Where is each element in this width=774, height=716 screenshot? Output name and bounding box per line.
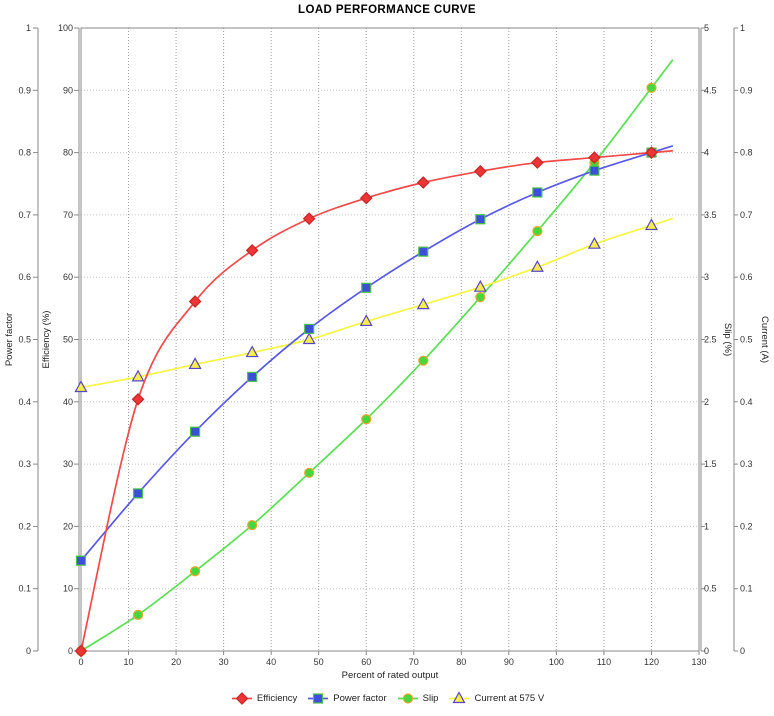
current-tick-label: 0.7 <box>740 210 753 220</box>
power-factor-tick-label: 0.9 <box>18 85 31 95</box>
y-axis-title-efficiency: Efficiency (%) <box>41 311 52 369</box>
current-tick-label: 0.6 <box>740 272 753 282</box>
y-axis-title-current: Current (A) <box>759 316 770 363</box>
legend-label: Current at 575 V <box>474 692 545 704</box>
legend-marker-circle-icon <box>397 692 418 704</box>
series-slip <box>75 59 674 657</box>
x-tick-label: 120 <box>644 657 659 667</box>
series-current-at-575-v <box>74 217 674 393</box>
legend-item-efficiency: Efficiency <box>230 691 297 706</box>
power-factor-tick-label: 0.7 <box>18 210 31 220</box>
power-factor-axis: 0 0.1 0.2 0.3 0.4 0.5 0.6 0.7 0.8 0.9 1 <box>18 23 38 656</box>
gridlines <box>81 28 699 651</box>
efficiency-tick-label: 80 <box>63 148 73 158</box>
slip-tick-label: 1.5 <box>704 459 717 469</box>
legend-item-power-factor: Power factor <box>306 691 387 706</box>
x-tick-label: 90 <box>504 657 514 667</box>
current-tick-label: 0.2 <box>740 521 753 531</box>
power-factor-tick-label: 0.6 <box>18 272 31 282</box>
x-axis: 0 10 20 30 40 50 60 70 80 90 100 110 120 130 Percent o… <box>78 651 707 681</box>
slip-tick-label: 0 <box>704 646 709 656</box>
power-factor-tick-label: 0.4 <box>18 397 31 407</box>
x-tick-label: 10 <box>124 657 134 667</box>
current-axis: 0 0.1 0.2 0.3 0.4 0.5 0.6 0.7 0.8 0.9 1 <box>734 23 753 656</box>
slip-tick-label: 1 <box>704 521 709 531</box>
slip-tick-label: 4 <box>704 148 709 158</box>
current-tick-label: 0.4 <box>740 397 753 407</box>
legend: Efficiency Power factor Slip Current at 575… <box>0 688 774 708</box>
legend-label: Slip <box>422 692 439 704</box>
x-tick-label: 130 <box>691 657 706 667</box>
x-tick-label: 20 <box>171 657 181 667</box>
x-tick-label: 0 <box>78 657 83 667</box>
x-tick-label: 110 <box>597 657 611 667</box>
current-tick-label: 0.8 <box>740 148 753 158</box>
current-tick-label: 0.9 <box>740 85 753 95</box>
efficiency-tick-label: 0 <box>68 646 73 656</box>
slip-axis: 0 0.5 1 1.5 2 2.5 3 3.5 4 4.5 5 <box>701 23 717 656</box>
x-tick-label: 50 <box>314 657 324 667</box>
current-tick-label: 0.5 <box>740 335 753 345</box>
series-efficiency <box>74 146 673 658</box>
y-axis-title-slip: Slip (%) <box>722 323 733 356</box>
x-tick-label: 40 <box>266 657 276 667</box>
x-tick-label: 30 <box>219 657 229 667</box>
efficiency-tick-label: 50 <box>63 335 73 345</box>
efficiency-tick-label: 90 <box>63 85 73 95</box>
power-factor-tick-label: 0.5 <box>18 335 31 345</box>
current-tick-label: 0.3 <box>740 459 753 469</box>
legend-marker-diamond-icon <box>231 691 252 705</box>
legend-label: Power factor <box>333 692 387 704</box>
power-factor-tick-label: 0.3 <box>18 459 31 469</box>
legend-marker-square-icon <box>308 692 329 704</box>
power-factor-tick-label: 0.8 <box>18 148 31 158</box>
legend-item-current-at-575-v: Current at 575 V <box>447 690 545 706</box>
efficiency-tick-label: 100 <box>58 23 73 33</box>
x-tick-label: 80 <box>456 657 466 667</box>
current-tick-label: 0 <box>740 646 745 656</box>
slip-tick-label: 3.5 <box>704 210 717 220</box>
legend-item-slip: Slip <box>396 691 439 706</box>
current-tick-label: 0.1 <box>740 584 753 594</box>
x-tick-label: 100 <box>549 657 564 667</box>
efficiency-tick-label: 20 <box>63 521 73 531</box>
power-factor-tick-label: 1 <box>26 23 31 33</box>
legend-label: Efficiency <box>256 692 298 704</box>
current-tick-label: 1 <box>740 23 745 33</box>
efficiency-tick-label: 40 <box>63 397 73 407</box>
efficiency-tick-label: 30 <box>63 459 73 469</box>
power-factor-tick-label: 0 <box>26 646 31 656</box>
efficiency-tick-label: 10 <box>63 584 73 594</box>
slip-tick-label: 2 <box>704 397 709 407</box>
y-axis-title-power-factor: Power factor <box>4 313 15 366</box>
x-tick-label: 60 <box>361 657 371 667</box>
power-factor-tick-label: 0.1 <box>18 584 31 594</box>
x-axis-title: Percent of rated output <box>342 670 439 681</box>
slip-tick-label: 2.5 <box>704 335 717 345</box>
series-power-factor <box>75 145 674 566</box>
plot-border <box>80 27 700 652</box>
slip-tick-label: 0.5 <box>704 584 717 594</box>
slip-tick-label: 3 <box>704 272 709 282</box>
efficiency-axis: 0 10 20 30 40 50 60 70 80 90 100 <box>58 23 79 656</box>
slip-tick-label: 4.5 <box>704 85 717 95</box>
efficiency-tick-label: 60 <box>63 272 73 282</box>
chart-title: LOAD PERFORMANCE CURVE <box>298 4 476 16</box>
efficiency-tick-label: 70 <box>63 210 73 220</box>
x-tick-label: 70 <box>409 657 419 667</box>
legend-marker-triangle-icon <box>449 690 470 703</box>
slip-tick-label: 5 <box>704 23 709 33</box>
power-factor-tick-label: 0.2 <box>18 521 31 531</box>
